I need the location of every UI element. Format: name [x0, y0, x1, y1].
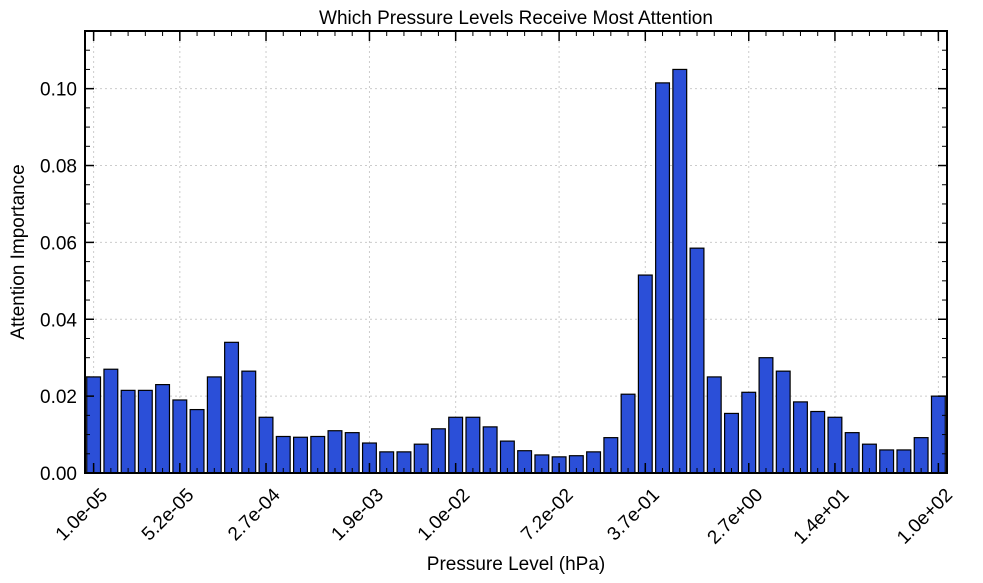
bar	[241, 370, 257, 474]
bar	[465, 416, 481, 474]
y-tick-label: 0.02	[40, 387, 77, 408]
bar	[120, 389, 136, 474]
bar	[844, 432, 860, 474]
x-axis-title: Pressure Level (hPa)	[427, 554, 605, 575]
bar	[792, 401, 808, 474]
bar	[224, 341, 240, 474]
bar	[310, 435, 326, 474]
bar	[741, 391, 757, 474]
chart-title: Which Pressure Levels Receive Most Atten…	[319, 8, 713, 29]
bar	[327, 430, 343, 474]
x-tick-label: 1.9e-03	[328, 485, 388, 545]
grid-lines	[85, 31, 947, 474]
x-tick-label: 1.0e-05	[52, 485, 112, 545]
y-tick-label: 0.08	[40, 157, 77, 178]
bar	[724, 412, 739, 474]
axis-ticks	[85, 31, 947, 474]
x-tick-label: 5.2e-05	[138, 485, 198, 545]
bar	[482, 426, 498, 474]
bar	[344, 432, 360, 474]
bar	[672, 68, 688, 474]
x-tick-label: 1.0e+02	[893, 485, 957, 549]
bar	[103, 368, 119, 474]
bar	[775, 370, 791, 474]
bar	[637, 274, 653, 474]
bar	[172, 399, 188, 474]
bar	[620, 393, 636, 474]
bar	[913, 437, 929, 474]
y-tick-label: 0.00	[40, 464, 77, 485]
bar	[86, 376, 102, 474]
bar	[603, 437, 619, 474]
bars	[86, 68, 946, 474]
bar	[206, 376, 222, 474]
bar	[810, 410, 826, 474]
y-tick-label: 0.04	[40, 310, 77, 331]
bar	[430, 428, 446, 474]
x-tick-label: 1.4e+01	[790, 485, 854, 549]
y-tick-label: 0.06	[40, 233, 77, 254]
bar	[689, 247, 705, 474]
bar	[275, 435, 291, 474]
bar	[137, 389, 153, 474]
y-tick-label: 0.10	[40, 80, 77, 101]
bar	[655, 82, 671, 474]
x-tick-label: 7.2e-02	[517, 485, 577, 545]
x-tick-label: 3.7e-01	[603, 485, 663, 545]
y-axis-title: Attention Importance	[8, 164, 29, 339]
bar	[293, 436, 308, 474]
bar	[758, 357, 774, 474]
plot-frame	[84, 30, 948, 474]
x-tick-label: 1.0e-02	[414, 485, 474, 545]
x-tick-labels: 1.0e-05 5.2e-05 2.7e-04 1.9e-03 1.0e-02 7.2e-…	[52, 484, 957, 548]
x-tick-label: 2.7e+00	[704, 485, 768, 549]
x-tick-label: 2.7e-04	[224, 484, 285, 545]
bar	[706, 376, 722, 474]
bar	[189, 408, 205, 474]
bar	[155, 384, 171, 474]
y-tick-labels: 0.00 0.02 0.04 0.06 0.08 0.10	[40, 80, 77, 485]
